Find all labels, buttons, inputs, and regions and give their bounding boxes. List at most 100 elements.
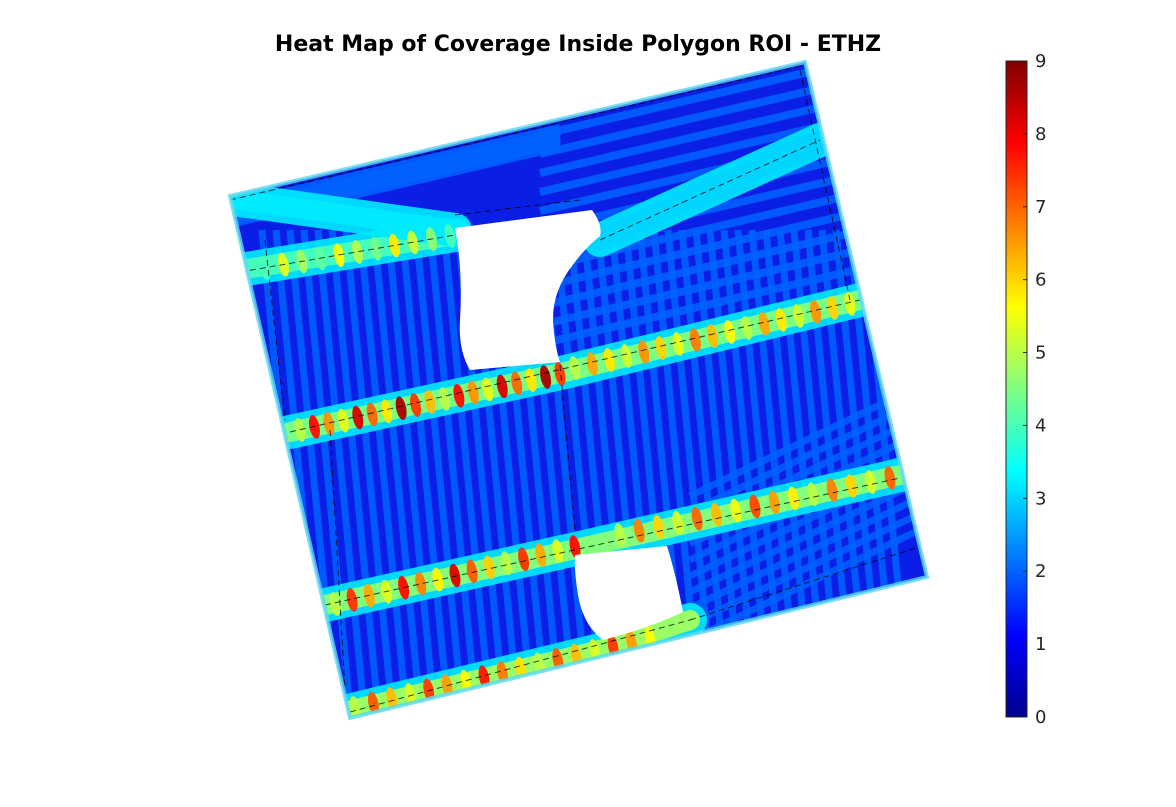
coverage-stripe: [688, 484, 927, 612]
hotspot: [672, 332, 684, 356]
hotspot: [655, 336, 667, 360]
hotspot: [415, 571, 427, 596]
hotspot: [466, 559, 478, 584]
flight-path-segment: [324, 477, 901, 606]
hotspot: [337, 408, 349, 433]
hotspot: [482, 377, 494, 402]
hotspot: [483, 555, 495, 580]
hotspot: [845, 474, 857, 498]
colorbar-gradient: [1005, 60, 1028, 718]
coverage-stripe: [314, 229, 370, 718]
hotspot: [518, 547, 530, 571]
flight-path-segment: [329, 429, 346, 691]
coverage-stripe: [300, 229, 356, 718]
hotspot: [827, 296, 839, 320]
hotspot: [389, 233, 400, 258]
hotspot: [792, 304, 804, 328]
coverage-stripe: [412, 229, 468, 718]
coverage-stripe: [426, 229, 482, 718]
coverage-stripe: [398, 229, 454, 718]
flight-path-segment: [239, 234, 456, 273]
hotspot: [363, 584, 375, 608]
coverage-stripe: [384, 229, 440, 718]
hotspot: [366, 402, 378, 427]
colorbar-tick-label: 8: [1035, 124, 1046, 145]
chart-title: Heat Map of Coverage Inside Polygon ROI …: [275, 32, 881, 57]
coverage-stripe: [370, 229, 426, 718]
coverage-stripe: [688, 500, 927, 628]
hotspot: [810, 300, 822, 324]
hotspot: [367, 691, 379, 716]
colorbar-tick-label: 3: [1035, 488, 1046, 509]
coverage-stripe: [539, 75, 861, 158]
colorbar-tick-label: 7: [1035, 197, 1046, 218]
hotspot: [552, 539, 564, 563]
hotspot: [633, 519, 645, 543]
hotspot: [352, 240, 363, 264]
hotspot: [395, 396, 407, 421]
obstacle-hole-upper: [455, 210, 601, 370]
hotspot: [768, 490, 780, 515]
overlap-band: [342, 610, 700, 718]
colorbar-tick-label: 1: [1035, 634, 1046, 655]
flight-path-segment: [264, 239, 286, 421]
hotspot: [653, 515, 665, 539]
hotspot: [672, 511, 684, 535]
colorbar: 0 1 2 3 4 5 6 7 8 9: [1005, 51, 1046, 728]
hotspot: [724, 320, 736, 344]
hotspot: [500, 551, 512, 576]
hotspot: [346, 588, 358, 612]
hotspot: [844, 292, 856, 316]
hotspot: [535, 543, 547, 567]
hotspot: [603, 348, 615, 372]
hotspot: [352, 405, 364, 430]
flight-paths: [230, 64, 926, 713]
hotspot: [496, 374, 508, 399]
coverage-stripe: [539, 94, 861, 177]
colorbar-tick-label: 2: [1035, 561, 1046, 582]
hotspot: [691, 506, 703, 531]
hotspot: [424, 390, 436, 414]
hotspot: [525, 368, 537, 393]
colorbar-tick-label: 5: [1035, 343, 1046, 364]
hotspot: [308, 415, 320, 439]
hotspot: [741, 316, 753, 340]
colorbar-tick-label: 9: [1035, 51, 1046, 72]
hotspot: [370, 237, 382, 261]
hotspot: [788, 486, 800, 511]
hotspot: [511, 371, 523, 396]
hotspot: [569, 535, 581, 559]
colorbar-tick-label: 6: [1035, 270, 1046, 291]
hotspot: [758, 312, 770, 336]
colorbar-tick-label: 4: [1035, 415, 1046, 436]
hotspot: [707, 324, 718, 348]
hotspot: [586, 352, 598, 376]
hotspot: [381, 399, 393, 424]
flight-path-segment: [349, 619, 691, 713]
flight-path-segment: [289, 299, 861, 433]
coverage-heatmap: [227, 59, 930, 721]
flight-path-segment: [230, 64, 806, 201]
hotspot: [329, 592, 341, 616]
overlap-band: [230, 190, 465, 240]
hotspot: [349, 696, 361, 718]
coverage-stripe: [342, 229, 398, 718]
hotspot: [884, 466, 896, 490]
hotspot: [410, 393, 422, 417]
flight-path-segment: [454, 199, 581, 216]
coverage-stripe: [328, 229, 384, 718]
flight-path-segment: [559, 364, 576, 531]
hotspot: [807, 482, 819, 507]
coverage-stripe: [356, 229, 412, 718]
hotspot: [614, 523, 626, 547]
hotspot: [453, 383, 465, 408]
hotspot: [554, 362, 566, 386]
hotspot: [826, 478, 838, 502]
obstacle-hole-lower: [574, 546, 683, 640]
hotspot: [323, 411, 335, 436]
hotspot: [638, 340, 650, 364]
hotspot: [775, 308, 787, 332]
hotspot: [865, 470, 877, 494]
coverage-stripe: [440, 229, 496, 718]
